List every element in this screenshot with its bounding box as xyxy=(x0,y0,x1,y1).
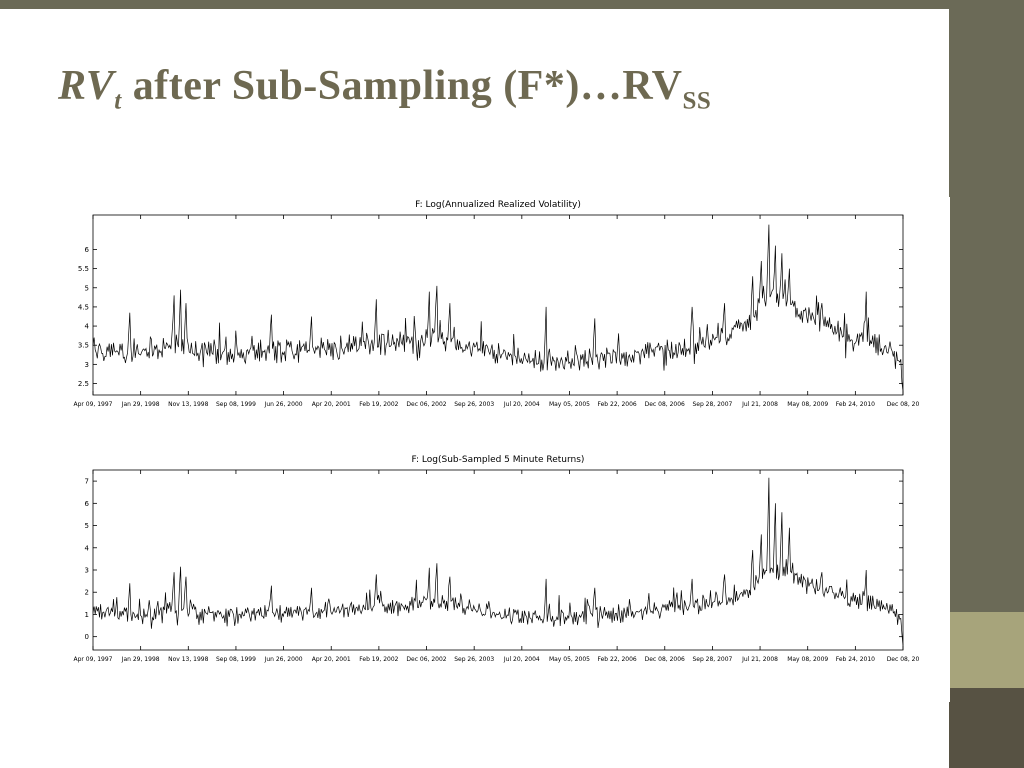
top-accent-bar xyxy=(0,0,1024,9)
series-line xyxy=(92,224,904,392)
chart-title: F: Log(Annualized Realized Volatility) xyxy=(415,200,581,210)
x-tick-label: Sep 28, 2007 xyxy=(692,656,732,663)
title-rv: RV xyxy=(58,63,115,109)
x-tick-label: Apr 09, 1997 xyxy=(73,656,112,663)
x-tick-label: May 08, 2009 xyxy=(787,656,828,663)
y-tick-label: 6 xyxy=(85,246,90,254)
chart-2: F: Log(Sub-Sampled 5 Minute Returns) 7 6 5 4… xyxy=(55,452,945,702)
y-tick-label: 7 xyxy=(85,478,89,486)
chart-svg: F: Log(Sub-Sampled 5 Minute Returns) 7 6 5 4… xyxy=(73,455,920,663)
y-tick-label: 4 xyxy=(85,544,90,552)
x-tick-label: May 08, 2009 xyxy=(787,401,828,408)
x-tick-label: Feb 22, 2006 xyxy=(597,656,636,663)
y-tick-label: 2.5 xyxy=(78,380,89,388)
plot-box xyxy=(92,214,904,396)
title-t-subscript: t xyxy=(114,87,122,115)
x-tick-label: Jun 26, 2000 xyxy=(264,401,303,408)
x-tick-label: Apr 20, 2001 xyxy=(312,401,351,408)
accent-band-deep xyxy=(949,688,1024,768)
x-tick-label: Sep 08, 1999 xyxy=(216,401,256,408)
y-tick-label: 5 xyxy=(85,522,89,530)
x-tick-label: Sep 26, 2003 xyxy=(454,401,494,408)
x-tick-label: Jun 26, 2000 xyxy=(264,656,303,663)
x-tick-label: May 05, 2005 xyxy=(549,401,590,408)
x-tick-label: Feb 24, 2010 xyxy=(836,401,875,408)
x-tick-label: Jul 21, 2008 xyxy=(741,401,778,408)
x-tick-label: Jul 21, 2008 xyxy=(741,656,778,663)
y-tick-label: 6 xyxy=(85,500,90,508)
plot-box xyxy=(92,469,904,651)
x-tick-label: Feb 19, 2002 xyxy=(359,656,398,663)
x-tick-label: Jan 29, 1998 xyxy=(121,401,160,408)
slide-title: RVt after Sub-Sampling (F*)…RVSS xyxy=(58,62,711,113)
x-tick-label: Dec 06, 2002 xyxy=(406,656,446,663)
y-tick-label: 4.5 xyxy=(78,303,89,311)
y-tick-label: 2 xyxy=(85,589,89,597)
x-tick-label: May 05, 2005 xyxy=(549,656,590,663)
title-main-text: after Sub-Sampling (F*)…RV xyxy=(121,63,683,109)
y-tick-label: 3 xyxy=(85,567,89,575)
x-tick-label: Feb 22, 2006 xyxy=(597,401,636,408)
x-tick-label: Dec 08, 2006 xyxy=(645,656,685,663)
x-tick-label: Jul 20, 2004 xyxy=(503,401,540,408)
x-tick-label: Nov 13, 1998 xyxy=(168,656,209,663)
x-tick-label: Feb 24, 2010 xyxy=(836,656,875,663)
y-tick-label: 1 xyxy=(85,611,89,619)
x-tick-label: Nov 13, 1998 xyxy=(168,401,209,408)
x-tick-label: Sep 28, 2007 xyxy=(692,401,732,408)
y-tick-label: 5.5 xyxy=(78,265,89,273)
chart-1: F: Log(Annualized Realized Volatility) 6 5… xyxy=(55,197,945,447)
chart-svg: F: Log(Annualized Realized Volatility) 6 5… xyxy=(73,200,920,408)
accent-band-light xyxy=(949,612,1024,688)
charts-panel: F: Log(Annualized Realized Volatility) 6 5… xyxy=(55,197,950,702)
x-tick-label: Dec 06, 2002 xyxy=(406,401,446,408)
y-tick-label: 3.5 xyxy=(78,342,89,350)
chart-title: F: Log(Sub-Sampled 5 Minute Returns) xyxy=(412,455,585,465)
x-tick-label: Jan 29, 1998 xyxy=(121,656,160,663)
x-tick-label: Dec 08, 20 xyxy=(887,656,920,663)
y-tick-label: 0 xyxy=(85,633,89,641)
x-tick-label: Sep 26, 2003 xyxy=(454,656,494,663)
x-tick-label: Apr 09, 1997 xyxy=(73,401,112,408)
series-line xyxy=(92,477,904,646)
y-tick-label: 3 xyxy=(85,361,89,369)
y-tick-label: 4 xyxy=(85,323,90,331)
x-tick-label: Apr 20, 2001 xyxy=(312,656,351,663)
x-tick-label: Dec 08, 2006 xyxy=(645,401,685,408)
x-tick-label: Sep 08, 1999 xyxy=(216,656,256,663)
x-tick-label: Dec 08, 20 xyxy=(887,401,920,408)
right-accent-column xyxy=(949,0,1024,768)
title-ss-subscript: SS xyxy=(682,87,712,115)
x-tick-label: Jul 20, 2004 xyxy=(503,656,540,663)
y-tick-label: 5 xyxy=(85,284,89,292)
x-tick-label: Feb 19, 2002 xyxy=(359,401,398,408)
